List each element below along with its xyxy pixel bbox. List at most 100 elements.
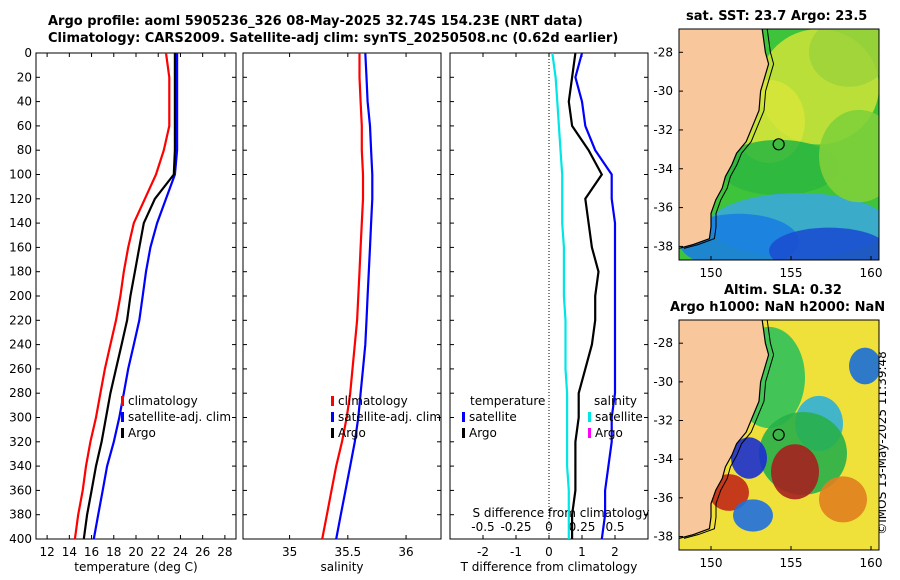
y-tick-label: 80 (17, 143, 32, 157)
legend-s-argo: Argo (595, 426, 623, 440)
map-y-tick-label: -34 (653, 162, 673, 176)
figure-title-line1: Argo profile: aoml 5905236_326 08-May-20… (48, 14, 583, 29)
y-tick-label: 0 (24, 46, 32, 60)
x-tick-label: 2 (611, 545, 619, 559)
x-tick-label: 18 (106, 545, 121, 559)
map-y-tick-label: -30 (653, 375, 673, 389)
land-mass (679, 29, 769, 249)
legend-t-satellite-swatch (462, 412, 465, 422)
x-tick-label: 16 (84, 545, 99, 559)
y-tick-label: 60 (17, 119, 32, 133)
y-tick-label: 320 (9, 435, 32, 449)
sla-map-title-1: Altim. SLA: 0.32 (724, 283, 842, 298)
map-y-tick-label: -34 (653, 452, 673, 466)
series-line-satellite-t (574, 52, 617, 540)
x-tick-label: 0 (545, 545, 553, 559)
map-x-tick-label: 160 (860, 266, 883, 280)
shelf-contour (683, 29, 775, 249)
top-tick-label: -0.5 (471, 520, 494, 534)
map-layer-sst-map (679, 29, 879, 260)
x-tick-label: 24 (173, 545, 188, 559)
figure-title-line2: Climatology: CARS2009. Satellite-adj cli… (48, 31, 619, 46)
legend-satellite-swatch (121, 412, 124, 422)
series-line-satellite-s (551, 52, 570, 539)
x-tick-label: 14 (62, 545, 77, 559)
y-tick-label: 240 (9, 338, 32, 352)
legend-t-satellite: satellite (469, 410, 517, 424)
x-tick-label: 35 (282, 545, 297, 559)
x-tick-label: 28 (217, 545, 232, 559)
field-patch (809, 29, 879, 87)
series-line-satellite-adj--clim (92, 53, 179, 540)
map-y-tick-label: -30 (653, 84, 673, 98)
y-tick-label: 100 (9, 168, 32, 182)
y-tick-label: 160 (9, 240, 32, 254)
legend-s-argo-swatch (588, 428, 591, 438)
legend-temperature-title: temperature (470, 394, 545, 408)
y-tick-label: 400 (9, 532, 32, 546)
x-tick-label: 35.5 (334, 545, 361, 559)
field-patch (819, 109, 879, 203)
x-axis-label: temperature (deg C) (74, 560, 197, 574)
land-mass (679, 320, 769, 539)
map-layer-sla-map (679, 320, 879, 550)
y-tick-label: 280 (9, 386, 32, 400)
map-x-tick-label: 155 (780, 266, 803, 280)
series-line-climatology (73, 52, 171, 540)
legend2-climatology: climatology (338, 394, 408, 408)
y-tick-label: 40 (17, 95, 32, 109)
y-tick-label: 180 (9, 265, 32, 279)
y-tick-label: 120 (9, 192, 32, 206)
top-tick-label: 0 (545, 520, 553, 534)
map-x-tick-label: 150 (700, 556, 723, 570)
map-y-tick-label: -28 (653, 45, 673, 59)
x-axis-label: salinity (320, 560, 363, 574)
legend-climatology: climatology (128, 394, 198, 408)
top-tick-label: -0.25 (500, 520, 531, 534)
field-patch (771, 444, 819, 500)
sst-map-title: sat. SST: 23.7 Argo: 23.5 (686, 9, 868, 24)
legend2-climatology-swatch (331, 396, 334, 406)
legend2-satellite-swatch (331, 412, 334, 422)
legend2-argo-swatch (331, 428, 334, 438)
series-line-argo (82, 53, 176, 540)
x-tick-label: 22 (151, 545, 166, 559)
map-frame-sst-map (678, 28, 880, 261)
x-tick-label: 1 (578, 545, 586, 559)
shelf-contour (683, 320, 775, 539)
top-tick-label: 0.5 (605, 520, 624, 534)
coastline (679, 320, 770, 539)
legend-t-argo-swatch (462, 428, 465, 438)
legend-climatology-swatch (121, 396, 124, 406)
argo-location-marker (772, 428, 785, 441)
legend-s-satellite-swatch (588, 412, 591, 422)
map-y-tick-label: -32 (653, 123, 673, 137)
legend2-satellite: satellite-adj. clim (338, 410, 441, 424)
y-tick-label: 380 (9, 508, 32, 522)
legend-salinity-title: salinity (594, 394, 637, 408)
legend2-argo: Argo (338, 426, 366, 440)
series-line-argo-t (567, 52, 604, 539)
series-line-satellite-adj--clim (335, 52, 374, 540)
field-patch (819, 476, 867, 523)
map-y-tick-label: -36 (653, 201, 673, 215)
field-patch (769, 227, 879, 260)
argo-location-marker (772, 138, 785, 151)
top-axis-label: S difference from climatology (473, 506, 650, 520)
y-tick-label: 300 (9, 411, 32, 425)
panel-frame-salinity-profile (242, 52, 442, 540)
y-tick-label: 140 (9, 216, 32, 230)
x-tick-label: 36 (398, 545, 413, 559)
map-frame-sla-map (678, 319, 880, 551)
y-tick-label: 200 (9, 289, 32, 303)
x-tick-label: 20 (128, 545, 143, 559)
legend-satellite: satellite-adj. clim (128, 410, 231, 424)
map-y-tick-label: -36 (653, 491, 673, 505)
map-y-tick-label: -38 (653, 239, 673, 253)
y-tick-label: 20 (17, 70, 32, 84)
legend-argo: Argo (128, 426, 156, 440)
panel-frame-temperature-profile (35, 52, 237, 540)
sla-map-title-2: Argo h1000: NaN h2000: NaN (670, 300, 886, 315)
top-tick-label: 0.25 (569, 520, 596, 534)
x-tick-label: 12 (39, 545, 54, 559)
